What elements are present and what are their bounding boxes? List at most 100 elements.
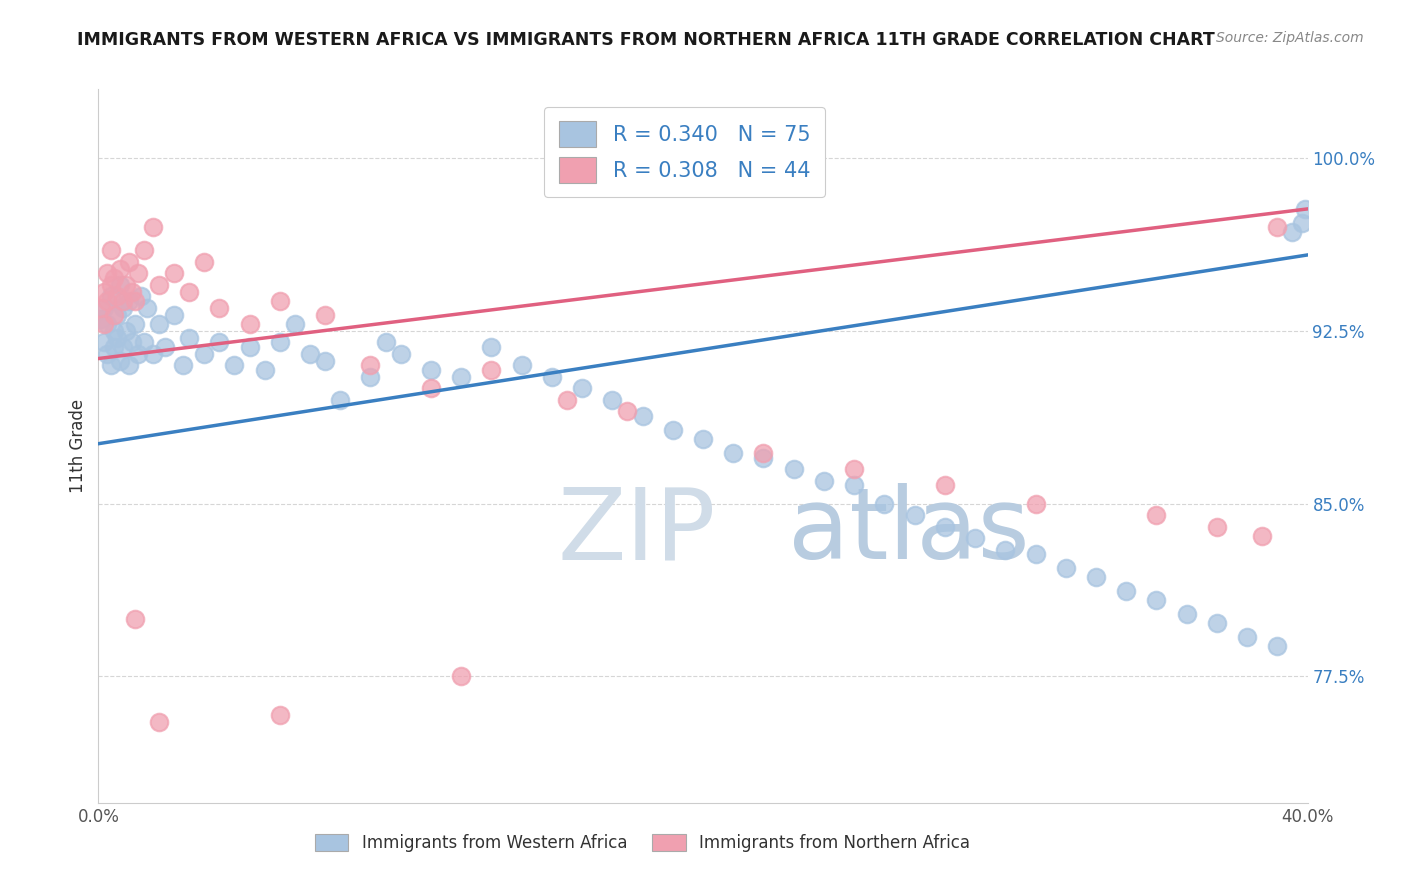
Point [269, 708, 291, 723]
Point [1024, 497, 1046, 511]
Point [1024, 547, 1046, 561]
Point [96, 347, 118, 361]
Point [100, 359, 122, 373]
Point [93, 301, 115, 315]
Point [481, 340, 503, 354]
Point [105, 331, 128, 345]
Point [450, 370, 472, 384]
Point [148, 317, 170, 331]
Point [239, 317, 262, 331]
Point [571, 381, 593, 395]
Point [96, 293, 118, 308]
Point [661, 423, 683, 437]
Point [450, 669, 472, 683]
Point [208, 335, 231, 350]
Point [844, 462, 866, 476]
Point [420, 363, 443, 377]
Point [602, 392, 624, 407]
Point [132, 335, 155, 350]
Point [389, 347, 412, 361]
Point [1085, 570, 1108, 584]
Point [105, 289, 128, 303]
Point [129, 289, 152, 303]
Point [208, 301, 231, 315]
Point [90, 312, 112, 326]
Point [179, 285, 201, 299]
Point [148, 715, 170, 730]
Point [994, 542, 1017, 557]
Point [179, 331, 201, 345]
Point [163, 266, 186, 280]
Point [269, 293, 291, 308]
Point [132, 244, 155, 258]
Point [118, 359, 141, 373]
Point [965, 531, 987, 545]
Point [103, 308, 125, 322]
Point [103, 340, 125, 354]
Point [1267, 220, 1289, 235]
Point [253, 363, 276, 377]
Point [108, 277, 131, 292]
Point [90, 301, 112, 315]
Text: atlas: atlas [787, 483, 1029, 580]
Point [111, 301, 134, 315]
Point [172, 359, 194, 373]
Point [100, 289, 122, 303]
Point [616, 404, 638, 418]
Point [752, 446, 775, 460]
Point [934, 519, 956, 533]
Point [121, 285, 143, 299]
Point [631, 409, 654, 423]
Point [1294, 202, 1316, 216]
Point [118, 255, 141, 269]
Point [269, 335, 291, 350]
Point [239, 340, 262, 354]
Point [934, 478, 956, 492]
Point [481, 363, 503, 377]
Point [783, 462, 806, 476]
Point [127, 347, 149, 361]
Point [314, 308, 336, 322]
Point [420, 381, 443, 395]
Point [127, 266, 149, 280]
Point [510, 359, 533, 373]
Point [1206, 519, 1229, 533]
Point [103, 271, 125, 285]
Y-axis label: 11th Grade: 11th Grade [69, 399, 87, 493]
Point [1251, 529, 1274, 543]
Point [93, 335, 115, 350]
Point [1281, 225, 1303, 239]
Point [124, 612, 146, 626]
Point [148, 277, 170, 292]
Point [124, 293, 146, 308]
Point [108, 354, 131, 368]
Point [108, 261, 131, 276]
Point [96, 266, 118, 280]
Point [1206, 616, 1229, 631]
Legend: Immigrants from Western Africa, Immigrants from Northern Africa: Immigrants from Western Africa, Immigran… [308, 827, 977, 859]
Point [224, 359, 246, 373]
Point [329, 392, 352, 407]
Point [105, 308, 128, 322]
Point [100, 277, 122, 292]
Point [284, 317, 307, 331]
Point [873, 497, 896, 511]
Point [142, 220, 165, 235]
Point [1175, 607, 1198, 621]
Point [193, 347, 215, 361]
Point [100, 244, 122, 258]
Point [124, 317, 146, 331]
Point [1236, 630, 1258, 644]
Point [813, 474, 835, 488]
Point [1291, 216, 1313, 230]
Point [193, 255, 215, 269]
Point [111, 340, 134, 354]
Point [555, 392, 578, 407]
Point [93, 285, 115, 299]
Point [723, 446, 745, 460]
Point [752, 450, 775, 465]
Point [114, 324, 136, 338]
Point [360, 370, 382, 384]
Point [1144, 508, 1167, 522]
Point [360, 359, 382, 373]
